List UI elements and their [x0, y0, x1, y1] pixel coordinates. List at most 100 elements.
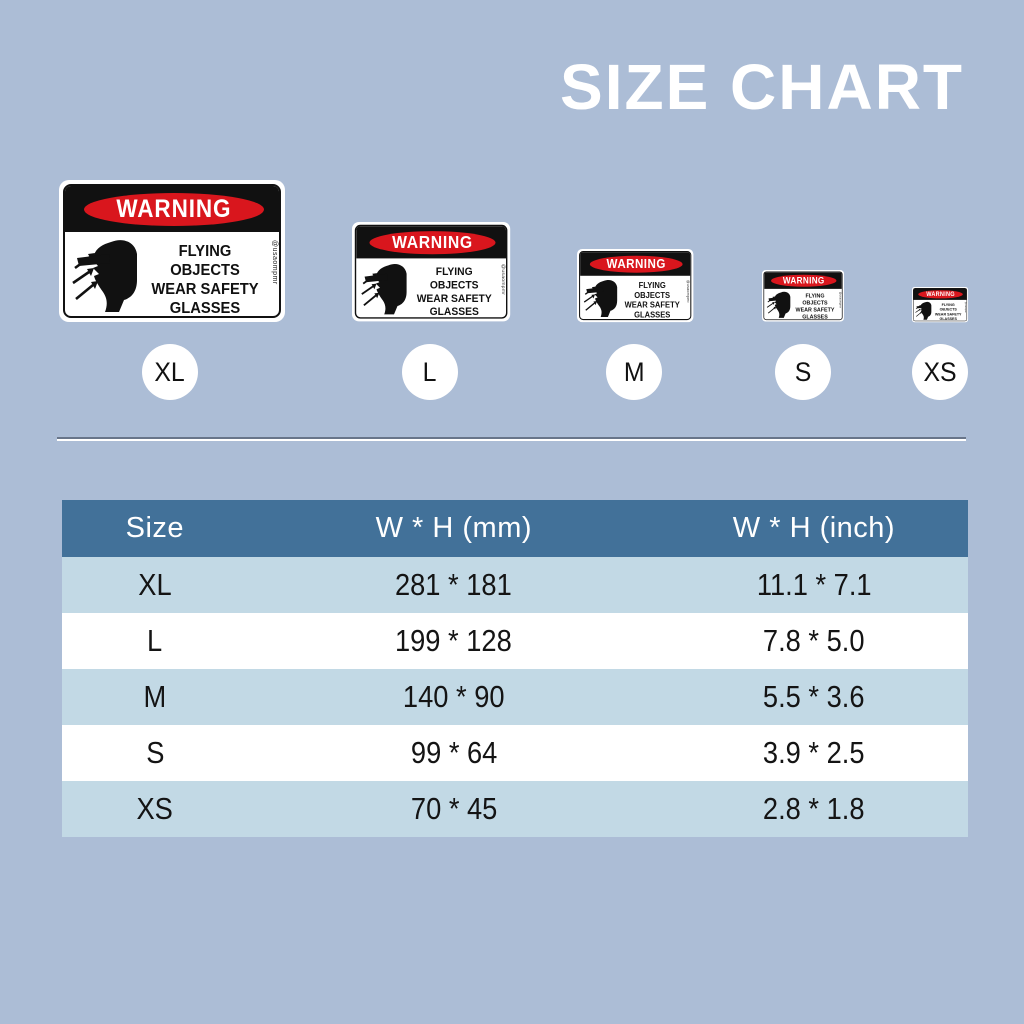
- sign-card: WARNING FLYING OBJ: [762, 270, 845, 322]
- sign-black-band: WARNING: [764, 272, 842, 289]
- cell-mm: 70 * 45: [410, 791, 498, 826]
- sign-message-line: FLYING OBJECTS: [939, 302, 957, 312]
- cell-size: XS: [136, 791, 174, 826]
- size-badge-m: M: [606, 344, 662, 400]
- size-badge-label: S: [794, 356, 812, 387]
- cell-inch: 11.1 * 7.1: [756, 567, 872, 602]
- sign-message-line: FLYING OBJECTS: [429, 266, 479, 292]
- cell-size: M: [143, 679, 167, 714]
- warning-sign-l: WARNING FLYING OBJ: [352, 222, 578, 364]
- sign-message-line: GLASSES: [429, 306, 479, 318]
- warning-label: WARNING: [926, 290, 955, 298]
- sign-black-band: WARNING: [580, 252, 691, 276]
- sign-message: FLYING OBJECTS WEAR SAFETY GLASSES: [412, 265, 497, 318]
- warning-sign-xl: WARNING FLYING OBJ: [59, 180, 285, 322]
- sign-message-line: WEAR SAFETY: [416, 292, 492, 305]
- cell-inch: 2.8 * 1.8: [763, 791, 865, 826]
- cell-size: L: [147, 623, 163, 658]
- divider: [57, 437, 966, 439]
- sign-black-band: WARNING: [356, 226, 506, 259]
- sign-message-line: GLASSES: [939, 316, 957, 321]
- size-table: Size W * H (mm) W * H (inch) XL 281 * 18…: [62, 500, 968, 837]
- warning-ellipse: WARNING: [589, 255, 683, 273]
- warning-label: WARNING: [116, 195, 232, 223]
- sign-message-line: GLASSES: [634, 310, 671, 320]
- cell-mm: 199 * 128: [395, 623, 513, 658]
- table-header-mm: W * H (mm): [375, 512, 533, 544]
- warning-label: WARNING: [606, 256, 666, 272]
- table-row: L 199 * 128 7.8 * 5.0: [62, 613, 968, 669]
- sign-message-line: FLYING OBJECTS: [802, 292, 828, 306]
- warning-label: WARNING: [782, 275, 825, 286]
- size-badge-label: XS: [923, 356, 957, 387]
- warning-ellipse: WARNING: [84, 193, 264, 226]
- sign-message-line: GLASSES: [169, 300, 241, 317]
- cell-inch: 7.8 * 5.0: [763, 623, 865, 658]
- sign-message-area: FLYING OBJECTS WEAR SAFETY GLASSES @usao…: [356, 258, 506, 317]
- sign-message-line: GLASSES: [802, 313, 828, 320]
- size-badge-xs: XS: [912, 344, 968, 400]
- table-header-row: Size W * H (mm) W * H (inch): [62, 500, 968, 557]
- table-row: XL 281 * 181 11.1 * 7.1: [62, 557, 968, 613]
- sign-message-line: WEAR SAFETY: [151, 281, 259, 298]
- sign-panel: WARNING FLYING OBJ: [912, 287, 968, 322]
- sign-black-band: WARNING: [65, 186, 279, 232]
- sign-card: WARNING FLYING OBJ: [352, 222, 511, 322]
- cell-mm: 281 * 181: [395, 567, 513, 602]
- table-row: S 99 * 64 3.9 * 2.5: [62, 725, 968, 781]
- sign-message-area: FLYING OBJECTS WEAR SAFETY GLASSES @usao…: [764, 289, 842, 319]
- sign-watermark: @usaompmr: [686, 279, 690, 303]
- sign-message-line: FLYING OBJECTS: [634, 281, 671, 300]
- sign-black-band: WARNING: [913, 288, 967, 300]
- page-title: SIZE CHART: [560, 51, 964, 123]
- sign-message: FLYING OBJECTS WEAR SAFETY GLASSES: [144, 242, 266, 317]
- sign-card: WARNING FLYING OBJ: [577, 249, 694, 323]
- table-header-size: Size: [125, 512, 185, 544]
- warning-ellipse: WARNING: [771, 274, 837, 287]
- size-badge-xl: XL: [142, 344, 198, 400]
- size-badge-label: XL: [154, 356, 186, 387]
- warning-ellipse: WARNING: [918, 290, 963, 299]
- flying-objects-head-icon: [915, 301, 932, 320]
- sign-message-line: WEAR SAFETY: [934, 312, 962, 317]
- warning-sign-m: WARNING FLYING OBJ: [577, 249, 803, 391]
- flying-objects-head-icon: [72, 240, 137, 312]
- table-row: XS 70 * 45 2.8 * 1.8: [62, 781, 968, 837]
- table-header-inch: W * H (inch): [732, 512, 896, 544]
- size-badge-label: L: [423, 356, 437, 387]
- sign-watermark: @usaompmr: [500, 264, 506, 296]
- table-row: M 140 * 90 5.5 * 3.6: [62, 669, 968, 725]
- sign-panel: WARNING FLYING OBJ: [63, 184, 281, 318]
- sign-card: WARNING FLYING OBJ: [912, 287, 969, 323]
- sign-message: FLYING OBJECTS WEAR SAFETY GLASSES: [793, 292, 837, 320]
- warning-ellipse: WARNING: [369, 231, 496, 255]
- warning-sign-xs: WARNING FLYING OBJ: [912, 287, 1024, 429]
- cell-inch: 5.5 * 3.6: [763, 679, 865, 714]
- sign-panel: WARNING FLYING OBJ: [579, 251, 692, 321]
- warning-label: WARNING: [392, 232, 473, 253]
- cell-inch: 3.9 * 2.5: [763, 735, 865, 770]
- cell-mm: 99 * 64: [410, 735, 498, 770]
- sign-watermark: @usaompmr: [271, 240, 278, 285]
- sign-panel: WARNING FLYING OBJ: [763, 271, 843, 321]
- sign-watermark: @usaompmr: [964, 301, 967, 313]
- sign-message: FLYING OBJECTS WEAR SAFETY GLASSES: [621, 281, 684, 320]
- sign-message: FLYING OBJECTS WEAR SAFETY GLASSES: [933, 302, 963, 321]
- sign-message-area: FLYING OBJECTS WEAR SAFETY GLASSES @usao…: [580, 276, 690, 319]
- sign-message-area: FLYING OBJECTS WEAR SAFETY GLASSES @usao…: [65, 232, 279, 316]
- table-body: XL 281 * 181 11.1 * 7.1 L 199 * 128 7.8 …: [62, 557, 968, 837]
- size-badge-s: S: [775, 344, 831, 400]
- warning-sign-s: WARNING FLYING OBJ: [762, 270, 988, 412]
- sign-watermark: @usaompmr: [838, 291, 842, 308]
- sign-card: WARNING FLYING OBJ: [59, 180, 285, 322]
- sign-message-area: FLYING OBJECTS WEAR SAFETY GLASSES @usao…: [913, 300, 966, 321]
- size-badge-l: L: [402, 344, 458, 400]
- sign-message-line: WEAR SAFETY: [795, 306, 835, 313]
- flying-objects-head-icon: [361, 264, 407, 315]
- sign-message-line: WEAR SAFETY: [624, 301, 680, 310]
- cell-size: S: [145, 735, 164, 770]
- cell-mm: 140 * 90: [403, 679, 505, 714]
- sign-message-line: FLYING OBJECTS: [170, 243, 240, 279]
- cell-size: XL: [138, 567, 172, 602]
- flying-objects-head-icon: [766, 291, 791, 318]
